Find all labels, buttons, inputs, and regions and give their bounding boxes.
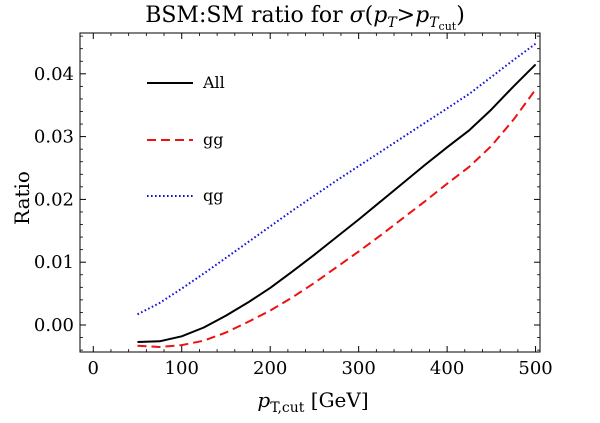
y-tick-label: 0.00 bbox=[34, 315, 74, 336]
xlabel-unit: [GeV] bbox=[304, 388, 368, 412]
title-prefix: BSM:SM ratio for bbox=[145, 3, 349, 28]
title-sigma: σ bbox=[350, 3, 366, 28]
title-open-paren: ( bbox=[365, 3, 374, 28]
legend: All gg qg bbox=[147, 73, 225, 205]
x-tick-label: 400 bbox=[430, 358, 464, 379]
y-axis-label: Ratio bbox=[10, 171, 34, 225]
y-tick-label: 0.04 bbox=[34, 64, 74, 85]
x-tick-label: 300 bbox=[341, 358, 375, 379]
x-tick-label: 200 bbox=[253, 358, 287, 379]
series-line-qg bbox=[137, 42, 537, 316]
x-tick-label: 0 bbox=[88, 358, 99, 379]
chart-title: BSM:SM ratio for σ(pT>pTcut) bbox=[145, 3, 465, 33]
x-axis-label: pT,cut [GeV] bbox=[257, 388, 368, 416]
title-gt: > bbox=[397, 3, 415, 28]
y-tick-label: 0.02 bbox=[34, 189, 74, 210]
title-close-paren: ) bbox=[456, 3, 465, 28]
series-line-all bbox=[137, 63, 537, 343]
series-lines bbox=[137, 42, 537, 348]
legend-label-all: All bbox=[202, 73, 225, 92]
title-sub1: T bbox=[387, 15, 398, 31]
title-p2: p bbox=[415, 3, 429, 28]
xlabel-p: p bbox=[257, 388, 270, 412]
axis-ticks bbox=[80, 33, 540, 352]
title-p1: p bbox=[373, 3, 387, 28]
xlabel-sub: T,cut bbox=[270, 400, 305, 416]
series-line-gg bbox=[137, 88, 537, 348]
legend-label-gg: gg bbox=[203, 130, 223, 149]
y-tick-label: 0.03 bbox=[34, 127, 74, 148]
title-subsub2: cut bbox=[439, 20, 457, 33]
plot-frame bbox=[79, 32, 541, 353]
x-tick-label: 100 bbox=[165, 358, 199, 379]
x-tick-label: 500 bbox=[518, 358, 552, 379]
y-tick-label: 0.01 bbox=[34, 252, 74, 273]
axis-tick-labels: 0 100 200 300 400 500 0.00 0.01 0.02 0.03 0.04 bbox=[34, 64, 553, 379]
title-sub2: T bbox=[429, 15, 440, 31]
legend-label-qg: qg bbox=[203, 186, 223, 205]
